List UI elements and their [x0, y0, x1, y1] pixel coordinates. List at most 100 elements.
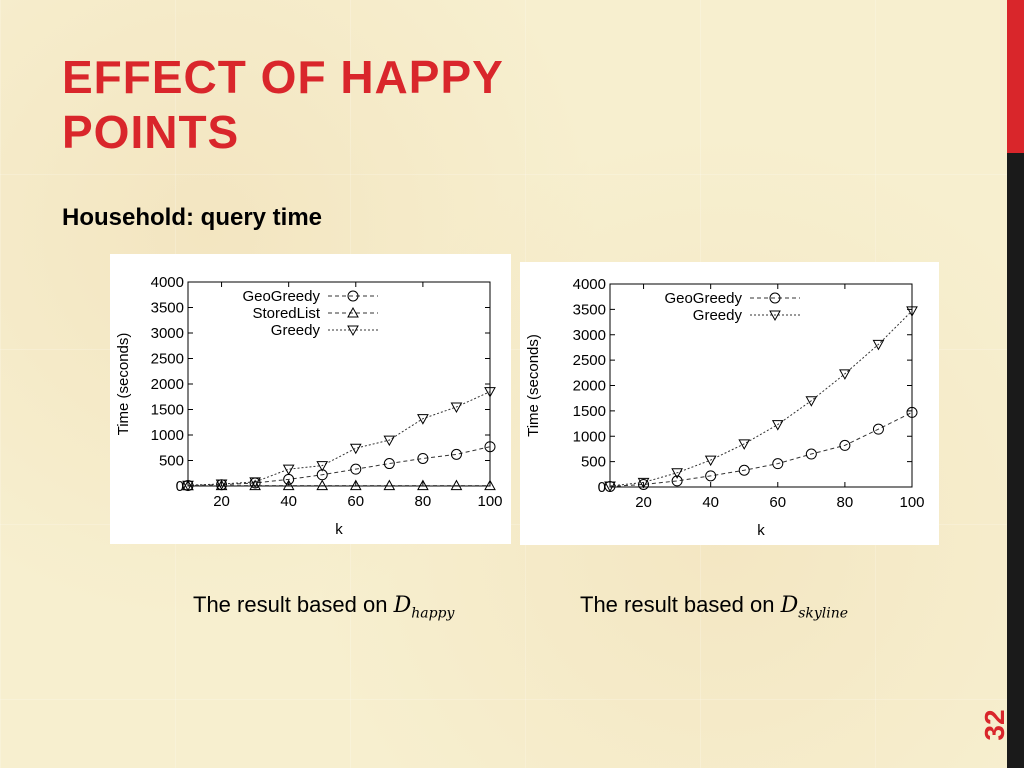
- data-point-geogreedy: [383, 458, 395, 470]
- x-tick-label: 60: [347, 493, 364, 510]
- y-tick-label: 500: [581, 454, 606, 471]
- page-number: 32: [979, 709, 1010, 741]
- caption-skyline: The result based on Dskyline: [580, 592, 848, 621]
- caption-skyline-math: D: [780, 593, 799, 618]
- caption-happy-math: D: [393, 593, 412, 618]
- slide-title-line1: EFFECT OF HAPPY: [62, 51, 504, 103]
- data-point-geogreedy: [705, 470, 717, 482]
- y-axis-label: Time (seconds): [525, 334, 542, 437]
- data-point-greedy: [805, 396, 818, 407]
- data-point-greedy: [215, 479, 228, 490]
- y-axis-label: Time (seconds): [115, 333, 132, 436]
- plot-frame: [609, 283, 913, 488]
- y-tick-label: 2000: [151, 376, 184, 393]
- legend-label-geogreedy: GeoGreedy: [242, 288, 320, 305]
- data-point-geogreedy: [450, 448, 462, 460]
- accent-bar-dark: [1007, 153, 1024, 768]
- data-point-storedlist: [316, 479, 329, 491]
- chart-skyline-panel: 0 500 1000 1500 2000 2500 3000 3500 4000 20 40 60 80…: [520, 262, 939, 545]
- data-point-geogreedy: [772, 458, 784, 470]
- y-tick-label: 4000: [151, 274, 184, 291]
- y-tick-label: 4000: [573, 276, 606, 293]
- series-line-geogreedy: [609, 411, 913, 487]
- legend-label-greedy: Greedy: [693, 307, 743, 324]
- y-tick-label: 3000: [151, 325, 184, 342]
- data-point-geogreedy: [417, 452, 429, 464]
- data-point-greedy: [839, 369, 851, 380]
- data-point-storedlist: [417, 479, 429, 491]
- chart-happy: 0 500 1000 1500 2000 2500 3000 3500 4000 20 40 60 80…: [115, 274, 503, 538]
- data-point-geogreedy: [350, 463, 362, 475]
- legend-label-greedy: Greedy: [271, 322, 321, 339]
- y-tick-label: 0: [598, 479, 606, 496]
- y-tick-label: 1000: [151, 427, 184, 444]
- data-point-geogreedy: [738, 464, 750, 476]
- data-point-greedy: [872, 339, 885, 351]
- caption-skyline-sub: skyline: [798, 605, 849, 622]
- data-point-storedlist: [282, 479, 295, 491]
- legend-marker-geogreedy: [769, 292, 781, 304]
- x-tick-label: 40: [702, 494, 719, 511]
- caption-skyline-prefix: The result based on: [580, 592, 781, 617]
- data-point-greedy: [704, 455, 717, 467]
- data-point-storedlist: [484, 479, 496, 491]
- data-point-geogreedy: [839, 439, 851, 451]
- x-tick-label: 40: [280, 493, 297, 510]
- legend-marker-greedy: [347, 325, 359, 337]
- y-tick-label: 1500: [151, 402, 184, 419]
- caption-happy: The result based on Dhappy: [193, 592, 454, 621]
- series-line-geogreedy: [187, 446, 491, 486]
- data-point-greedy: [771, 420, 784, 431]
- x-tick-label: 100: [477, 493, 502, 510]
- x-tick-label: 100: [899, 494, 924, 511]
- y-tick-label: 3000: [573, 327, 606, 344]
- data-point-geogreedy: [671, 475, 683, 487]
- y-tick-label: 3500: [573, 301, 606, 318]
- y-tick-label: 2000: [573, 378, 606, 395]
- y-tick-label: 3500: [151, 300, 184, 317]
- series-line-greedy: [187, 391, 491, 486]
- data-point-greedy: [182, 480, 194, 492]
- data-point-storedlist: [249, 479, 261, 491]
- legend-marker-storedlist: [347, 306, 359, 318]
- caption-happy-prefix: The result based on: [193, 592, 394, 617]
- y-tick-label: 500: [159, 453, 184, 470]
- legend-label-geogreedy: GeoGreedy: [664, 290, 742, 307]
- legend-label-storedlist: StoredList: [252, 305, 320, 322]
- y-tick-label: 2500: [573, 352, 606, 369]
- y-tick-label: 0: [176, 478, 184, 495]
- x-tick-label: 60: [769, 494, 786, 511]
- caption-happy-sub: happy: [411, 605, 455, 622]
- data-point-greedy: [316, 461, 329, 472]
- data-point-greedy: [484, 387, 496, 398]
- data-point-geogreedy: [906, 406, 918, 418]
- data-point-greedy: [349, 443, 362, 455]
- data-point-greedy: [450, 402, 463, 413]
- data-point-greedy: [417, 414, 429, 425]
- y-tick-label: 2500: [151, 351, 184, 368]
- series-line-greedy: [609, 310, 913, 487]
- legend-marker-geogreedy: [347, 290, 359, 302]
- data-point-geogreedy: [872, 423, 884, 435]
- data-point-geogreedy: [638, 478, 650, 490]
- x-tick-label: 80: [415, 493, 432, 510]
- slide-title: EFFECT OF HAPPY POINTS: [62, 50, 662, 160]
- data-point-geogreedy: [805, 448, 817, 460]
- data-point-greedy: [637, 477, 650, 489]
- x-axis-label: k: [335, 521, 343, 538]
- slide-subtitle: Household: query time: [62, 204, 323, 231]
- data-point-storedlist: [450, 479, 463, 491]
- y-tick-label: 1000: [573, 428, 606, 445]
- slide-title-line2: POINTS: [62, 106, 240, 158]
- legend-marker-greedy: [769, 310, 781, 322]
- chart-skyline: 0 500 1000 1500 2000 2500 3000 3500 4000 20 40 60 80…: [525, 276, 925, 539]
- data-point-geogreedy: [484, 441, 496, 453]
- x-tick-label: 80: [837, 494, 854, 511]
- x-tick-label: 20: [213, 493, 230, 510]
- x-tick-label: 20: [635, 494, 652, 511]
- x-axis-label: k: [757, 522, 765, 539]
- data-point-storedlist: [383, 479, 396, 491]
- data-point-greedy: [671, 468, 683, 479]
- data-point-greedy: [738, 439, 751, 450]
- data-point-greedy: [383, 435, 396, 447]
